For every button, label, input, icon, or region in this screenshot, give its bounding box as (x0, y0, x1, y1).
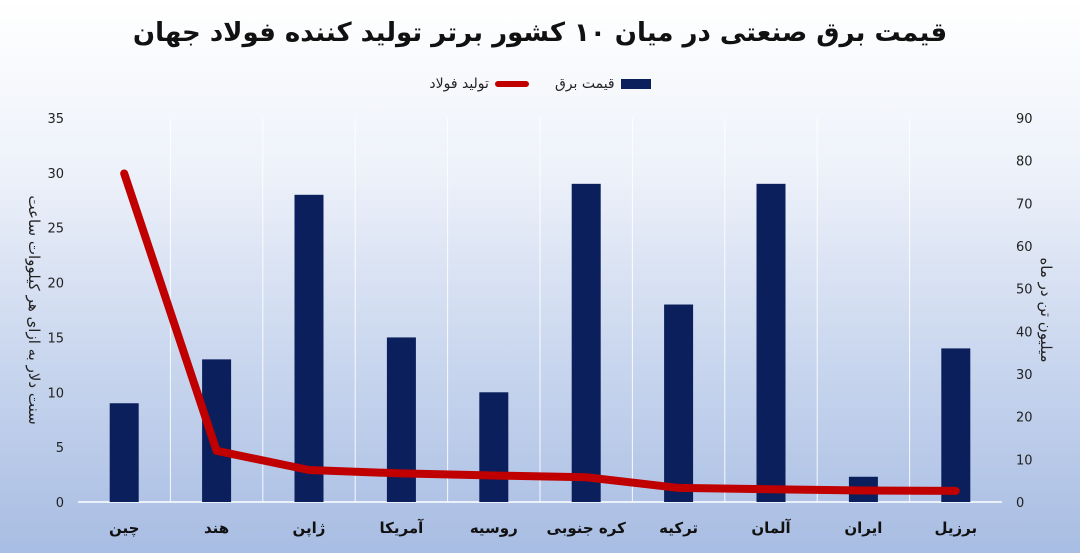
category-label-8: ایران (844, 519, 882, 537)
y-right-tick-label: 70 (1016, 197, 1033, 212)
bar-6 (664, 304, 694, 502)
category-label-5: کره جنوبی (547, 519, 627, 537)
legend-swatch-bar (620, 79, 651, 89)
grid-layer (169, 118, 911, 502)
y-right-tick-label: 0 (1016, 496, 1024, 511)
y-right-tick-label: 60 (1016, 240, 1033, 255)
legend-swatch-line (494, 81, 529, 87)
category-label-3: آمریکا (380, 519, 425, 537)
y-left-tick-label: 10 (47, 386, 64, 401)
y-left-tick-label: 20 (47, 277, 64, 292)
legend-item-price: قیمت برق (555, 76, 651, 92)
y-right-tick-label: 10 (1016, 453, 1033, 468)
y-right-tick-label: 50 (1016, 283, 1033, 298)
legend-item-steel: تولید فولاد (429, 76, 529, 92)
legend-label-steel: تولید فولاد (429, 76, 489, 92)
category-label-4: روسیه (470, 519, 518, 537)
bar-5 (571, 183, 601, 503)
category-label-2: ژاپن (293, 519, 326, 538)
chart-legend: قیمت برق تولید فولاد (0, 76, 1080, 92)
y-right-tick-label: 30 (1016, 368, 1033, 383)
bar-2 (294, 194, 324, 503)
category-label-7: آلمان (751, 519, 791, 537)
y-right-tick-label: 80 (1016, 155, 1033, 170)
y-right-tick-label: 20 (1016, 411, 1033, 426)
chart-title: قیمت برق صنعتی در میان ۱۰ کشور برتر تولی… (132, 18, 948, 48)
category-label-6: ترکیه (659, 519, 698, 537)
y-left-tick-label: 30 (47, 167, 64, 182)
y-left-tick-label: 35 (47, 112, 64, 127)
label-layer: چین هند ژاپن آمریکا روسیه کره جنوبی ترکیه آلمان… (109, 519, 977, 538)
y-left-tick-label: 0 (56, 496, 64, 511)
legend-label-price: قیمت برق (554, 76, 615, 92)
y-left-tick-label: 15 (47, 331, 64, 346)
y-left-tick-label: 5 (56, 441, 64, 456)
y-right-tick-label: 40 (1016, 325, 1033, 340)
steel-production-line (120, 169, 960, 495)
bar-9 (941, 348, 971, 502)
axis-layer: 0 5 10 15 20 25 30 35 0 10 20 30 40 50 60 70 80 90 (47, 112, 1032, 511)
bar-7 (756, 183, 786, 503)
bar-4 (479, 392, 509, 502)
line-layer (120, 169, 960, 495)
y-left-tick-label: 25 (47, 222, 64, 237)
category-label-1: هند (204, 519, 229, 537)
category-label-9: برزیل (934, 519, 977, 537)
y-right-tick-label: 90 (1016, 112, 1033, 127)
category-label-0: چین (109, 519, 139, 538)
bar-0 (109, 403, 139, 502)
